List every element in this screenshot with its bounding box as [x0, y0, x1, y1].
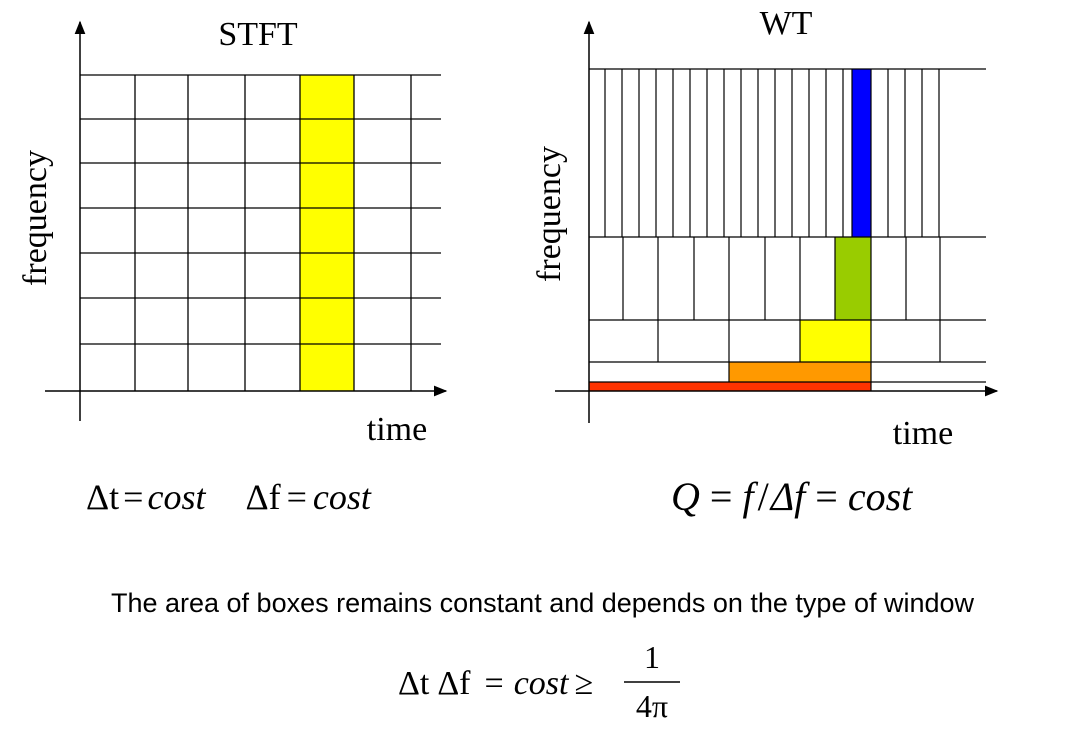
stft-highlight-column	[300, 75, 354, 391]
wt-title: WT	[760, 5, 813, 42]
stft-panel: STFT frequency time Δt = cost Δf = cost	[17, 16, 448, 517]
fraction-denominator: 4π	[636, 688, 668, 724]
stft-title: STFT	[218, 16, 298, 53]
wt-formula: Q = f/Δf = cost	[671, 474, 913, 519]
wt-tile-green	[835, 237, 871, 320]
stft-xlabel: time	[367, 411, 427, 448]
stft-formula: Δt = cost Δf = cost	[86, 477, 372, 517]
wt-grid	[589, 68, 986, 391]
wt-tile-yellow	[800, 320, 871, 362]
stft-ylabel: frequency	[17, 150, 54, 286]
wt-tile-orange	[729, 362, 871, 382]
stft-grid	[80, 74, 441, 391]
fraction-numerator: 1	[644, 639, 660, 675]
wt-panel: WT frequency time Q = f/Δf = cost	[531, 5, 999, 519]
caption-text: The area of boxes remains constant and d…	[110, 588, 975, 618]
wt-xlabel: time	[893, 415, 953, 452]
wt-tile-red	[589, 382, 871, 391]
wt-ylabel: frequency	[531, 146, 568, 282]
wt-tile-blue	[852, 69, 871, 237]
uncertainty-inequality: Δt Δf = cost ≥ 1 4π	[398, 639, 680, 724]
